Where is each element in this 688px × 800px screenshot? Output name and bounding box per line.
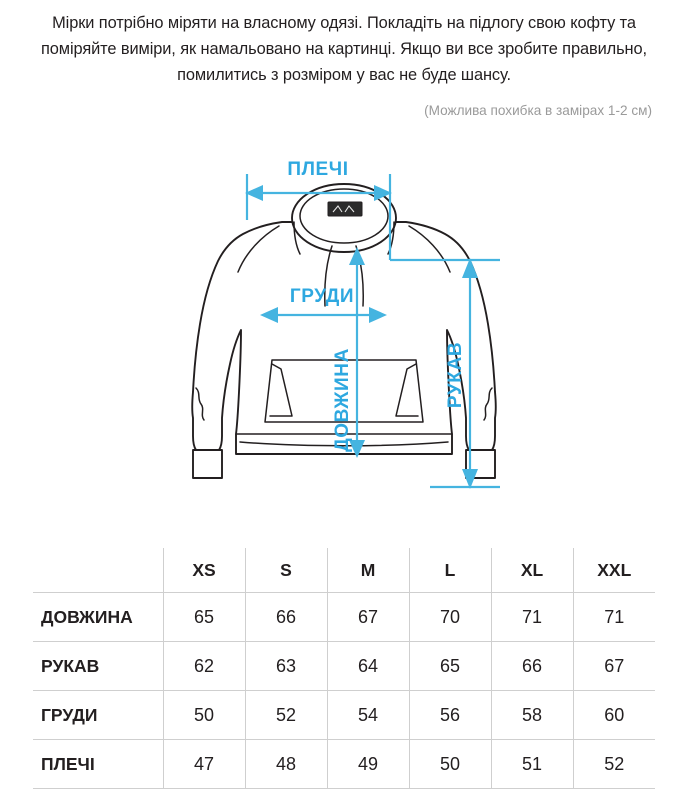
table-row: РУКАВ 62 63 64 65 66 67: [33, 641, 655, 691]
size-chart-table: XS S M L XL XXL ДОВЖИНА 65 66 67 70 71 7…: [33, 548, 655, 789]
row-header-plechi: ПЛЕЧІ: [33, 739, 163, 789]
sleeve-arrow-bottom: [462, 469, 478, 489]
hoodie-illustration: [191, 183, 497, 479]
cell-rukav-xs: 62: [162, 641, 245, 691]
column-header-m: M: [326, 548, 409, 593]
shoulders-arrow-right: [374, 185, 392, 201]
table-corner-cell: [33, 548, 163, 593]
cell-plechi-xs: 47: [162, 739, 245, 789]
cell-hrudy-xxl: 60: [572, 690, 655, 740]
dimension-sleeve: РУКАВ: [390, 258, 500, 489]
chest-arrow-left: [260, 307, 278, 323]
pocket-opening-right: [395, 363, 419, 417]
intro-block: Мірки потрібно міряти на власному одязі.…: [0, 0, 688, 120]
sleeve-arrow-top: [462, 258, 478, 278]
cell-rukav-xl: 66: [490, 641, 573, 691]
brand-label-tag: [327, 201, 363, 217]
cell-rukav-xxl: 67: [572, 641, 655, 691]
column-header-xl: XL: [490, 548, 573, 593]
chest-arrow-right: [369, 307, 387, 323]
cell-rukav-s: 63: [244, 641, 327, 691]
table-row: ГРУДИ 50 52 54 56 58 60: [33, 690, 655, 740]
sleeve-wrinkle-right: [483, 387, 493, 421]
cell-plechi-l: 50: [408, 739, 491, 789]
length-arrow-top: [349, 247, 365, 265]
length-label: ДОВЖИНА: [332, 348, 353, 452]
table-row: ДОВЖИНА 65 66 67 70 71 71: [33, 592, 655, 642]
cell-plechi-xxl: 52: [572, 739, 655, 789]
shoulder-seam-right: [408, 225, 451, 273]
shoulders-label: ПЛЕЧІ: [287, 160, 348, 180]
dimension-shoulders: ПЛЕЧІ: [245, 160, 392, 260]
size-table-header-row: XS S M L XL XXL: [33, 548, 655, 593]
row-header-rukav: РУКАВ: [33, 641, 163, 691]
hoodie-hood: [291, 183, 397, 253]
hoodie-cuff-left: [192, 449, 223, 479]
hoodie-pocket: [264, 359, 424, 423]
cell-dovzhyna-xxl: 71: [572, 592, 655, 642]
column-header-s: S: [244, 548, 327, 593]
cell-rukav-m: 64: [326, 641, 409, 691]
cell-plechi-m: 49: [326, 739, 409, 789]
hoodie-measurement-diagram: ПЛЕЧІ ГРУДИ ДОВЖИНА РУКАВ: [0, 160, 688, 530]
cell-hrudy-xs: 50: [162, 690, 245, 740]
sleeve-wrinkle-left: [195, 387, 205, 421]
column-header-xs: XS: [162, 548, 245, 593]
table-row: ПЛЕЧІ 47 48 49 50 51 52: [33, 739, 655, 789]
drawstring-left: [324, 245, 333, 307]
cell-hrudy-l: 56: [408, 690, 491, 740]
row-header-dovzhyna: ДОВЖИНА: [33, 592, 163, 642]
size-table-body: ДОВЖИНА 65 66 67 70 71 71 РУКАВ 62 63 64…: [33, 592, 655, 789]
cell-plechi-xl: 51: [490, 739, 573, 789]
brand-label-mark: [332, 205, 355, 213]
cell-rukav-l: 65: [408, 641, 491, 691]
column-header-xxl: XXL: [572, 548, 655, 593]
hoodie-hood-inner: [299, 188, 389, 244]
sleeve-label: РУКАВ: [445, 342, 466, 408]
cell-hrudy-m: 54: [326, 690, 409, 740]
hood-neck-left: [293, 221, 301, 255]
cell-dovzhyna-xl: 71: [490, 592, 573, 642]
cell-dovzhyna-m: 67: [326, 592, 409, 642]
cell-dovzhyna-l: 70: [408, 592, 491, 642]
measurement-tolerance-note: (Можлива похибка в замірах 1-2 см): [424, 103, 652, 118]
cell-hrudy-s: 52: [244, 690, 327, 740]
cell-plechi-s: 48: [244, 739, 327, 789]
cell-dovzhyna-s: 66: [244, 592, 327, 642]
cell-dovzhyna-xs: 65: [162, 592, 245, 642]
size-table-wrap: XS S M L XL XXL ДОВЖИНА 65 66 67 70 71 7…: [0, 548, 688, 789]
cell-hrudy-xl: 58: [490, 690, 573, 740]
dimension-length: ДОВЖИНА: [332, 247, 365, 458]
dimension-chest: ГРУДИ: [260, 286, 387, 323]
instructions-paragraph: Мірки потрібно міряти на власному одязі.…: [41, 14, 647, 84]
chest-label: ГРУДИ: [290, 286, 354, 307]
hoodie-diagram-svg: ПЛЕЧІ ГРУДИ ДОВЖИНА РУКАВ: [191, 160, 500, 489]
shoulders-arrow-left: [245, 185, 263, 201]
column-header-l: L: [408, 548, 491, 593]
hoodie-hem-band-inner: [239, 441, 449, 447]
row-header-hrudy: ГРУДИ: [33, 690, 163, 740]
pocket-opening-left: [269, 363, 293, 417]
length-arrow-bottom: [349, 440, 365, 458]
size-table-head: XS S M L XL XXL: [33, 548, 655, 593]
shoulder-seam-left: [237, 225, 280, 273]
